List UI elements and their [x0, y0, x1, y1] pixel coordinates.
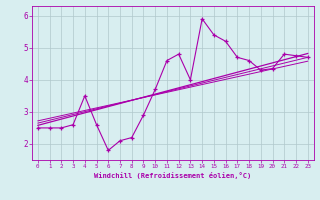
X-axis label: Windchill (Refroidissement éolien,°C): Windchill (Refroidissement éolien,°C): [94, 172, 252, 179]
